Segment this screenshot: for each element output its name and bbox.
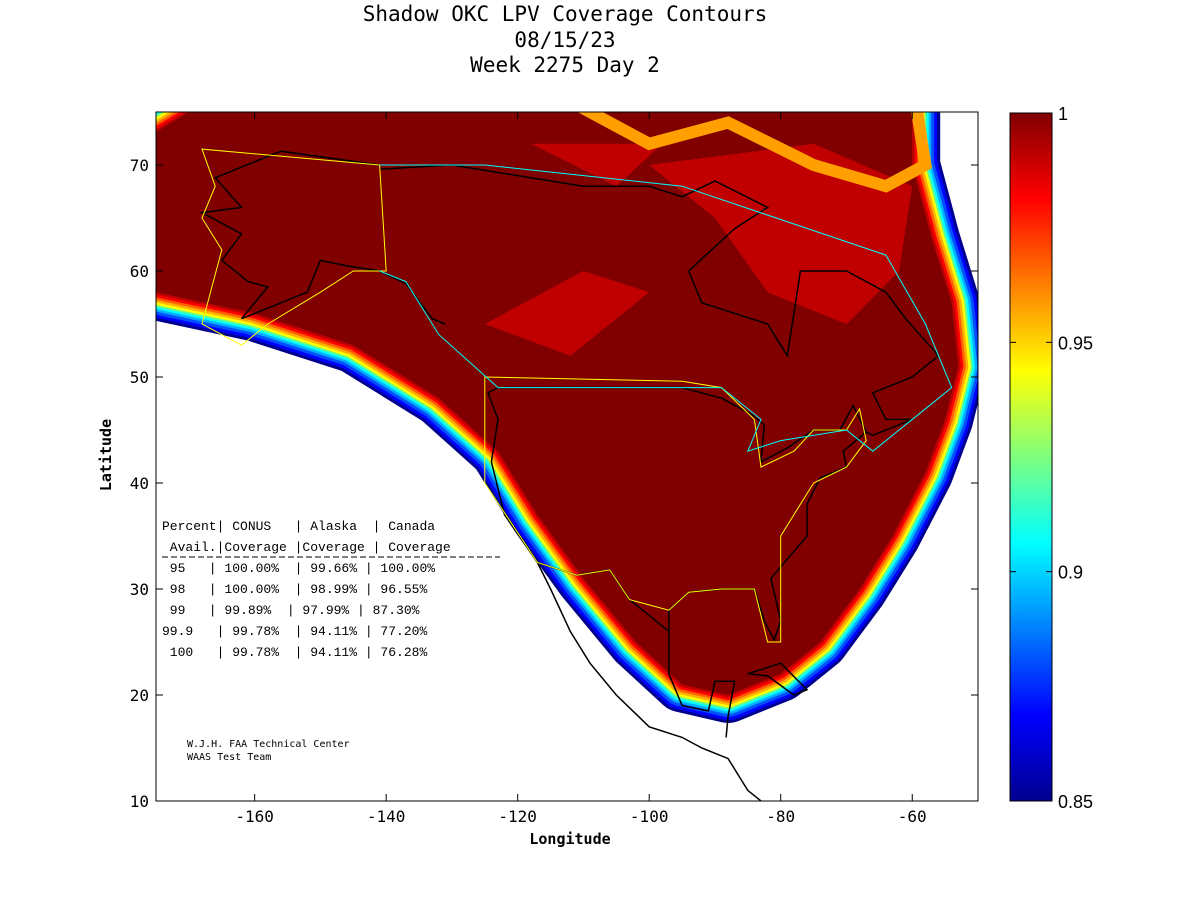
coverage-contours	[156, 112, 978, 723]
conus-service-border	[484, 376, 867, 643]
x-axis: -160 -140 -120 -100 -80 -60	[235, 112, 927, 826]
x-axis-label: Longitude	[529, 830, 610, 848]
colorbar-tick-label: 0.95	[1058, 333, 1093, 353]
contour-band	[577, 112, 932, 193]
table-header-1: Percent| CONUS | Alaska | Canada	[162, 519, 435, 534]
chart-title-line2: 08/15/23	[514, 28, 616, 52]
y-tick-label: 20	[130, 686, 149, 705]
canada-coastline	[379, 164, 940, 437]
contour-band-patch	[530, 143, 663, 187]
x-tick-label: -100	[630, 807, 669, 826]
colorbar-tick-label: 0.9	[1058, 563, 1083, 583]
greenland-coastline	[827, 38, 978, 102]
mexico-coastline	[536, 562, 762, 801]
table-row: 98 | 100.00% | 98.99% | 96.55%	[162, 582, 427, 597]
y-tick-label: 30	[130, 580, 149, 599]
map-outlines	[199, 38, 978, 801]
table-row: 99.9 | 99.78% | 94.11% | 77.20%	[162, 624, 427, 639]
colorbar-axis: 0.85 0.9 0.95 1	[1010, 104, 1093, 812]
table-row: 100 | 99.78% | 94.11% | 76.28%	[162, 645, 427, 660]
x-tick-label: -80	[766, 807, 795, 826]
plot-frame	[155, 111, 979, 802]
canada-service-border	[379, 164, 953, 453]
x-tick-label: -160	[235, 807, 274, 826]
alaska-coastline	[199, 150, 446, 325]
alaska-service-border	[201, 148, 387, 346]
credit-line-1: W.J.H. FAA Technical Center	[187, 739, 350, 750]
y-axis-label: Latitude	[97, 419, 115, 491]
x-tick-label: -60	[898, 807, 927, 826]
y-tick-label: 10	[130, 792, 149, 811]
gulf-coastline	[668, 631, 736, 738]
y-tick-label: 60	[130, 262, 149, 281]
table-header-2: Avail.|Coverage |Coverage | Coverage	[162, 540, 451, 555]
chart-title-line3: Week 2275 Day 2	[470, 53, 660, 77]
colorbar-tick-label: 0.85	[1058, 792, 1093, 812]
y-axis: 10 20 30 40 50 60 70	[130, 156, 978, 811]
colorbar-tick-label: 1	[1058, 104, 1068, 124]
contour-band-patch	[484, 271, 650, 356]
y-tick-label: 70	[130, 156, 149, 175]
table-row: 99 | 99.89% | 97.99% | 87.30%	[162, 603, 420, 618]
x-tick-label: -140	[367, 807, 406, 826]
contour-band-patch	[649, 143, 913, 324]
y-tick-label: 40	[130, 474, 149, 493]
chart-title-line1: Shadow OKC LPV Coverage Contours	[362, 2, 768, 26]
table-row: 95 | 100.00% | 99.66% | 100.00%	[162, 561, 435, 576]
coverage-table: Percent| CONUS | Alaska | Canada Avail.|…	[162, 519, 500, 660]
credit-line-2: WAAS Test Team	[187, 752, 271, 763]
colorbar	[1009, 112, 1053, 802]
cuba-coastline	[747, 662, 809, 696]
y-tick-label: 50	[130, 368, 149, 387]
x-tick-label: -120	[498, 807, 537, 826]
